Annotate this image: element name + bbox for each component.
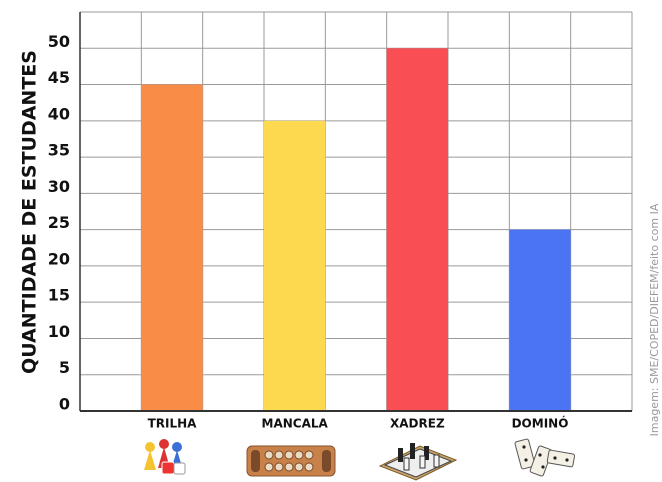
bar — [141, 84, 203, 411]
domino-icon — [514, 438, 576, 477]
bar — [509, 229, 571, 411]
y-tick-label: 45 — [48, 68, 70, 87]
y-tick-label: 0 — [59, 395, 70, 414]
y-tick-label: 35 — [48, 141, 70, 160]
x-tick-label: XADREZ — [390, 417, 445, 431]
x-tick-label: TRILHA — [148, 417, 198, 431]
plot-area: 0 5 10 15 20 25 30 35 40 45 50 TRILHA MANCALA XADREZ D… — [48, 11, 633, 431]
mancala-icon — [246, 445, 336, 477]
y-tick-label: 50 — [48, 32, 70, 51]
xadrez-icon — [378, 443, 458, 481]
bar — [264, 120, 326, 412]
x-tick-label: DOMINÓ — [512, 416, 569, 431]
game-icons — [144, 438, 576, 481]
y-tick-label: 20 — [48, 249, 70, 268]
image-credit: Imagem: SME/COPED/DIEFEM/feito com IA — [648, 203, 661, 436]
y-tick-label: 10 — [48, 322, 70, 341]
y-tick-label: 15 — [48, 286, 70, 305]
y-tick-label: 5 — [59, 358, 70, 377]
y-tick-label: 30 — [48, 177, 70, 196]
x-tick-label: MANCALA — [262, 417, 329, 431]
y-axis-title: QUANTIDADE DE ESTUDANTES — [19, 50, 41, 374]
y-tick-label: 25 — [48, 213, 70, 232]
y-tick-label: 40 — [48, 104, 70, 123]
bar — [386, 48, 448, 411]
trilha-icon — [144, 439, 186, 475]
